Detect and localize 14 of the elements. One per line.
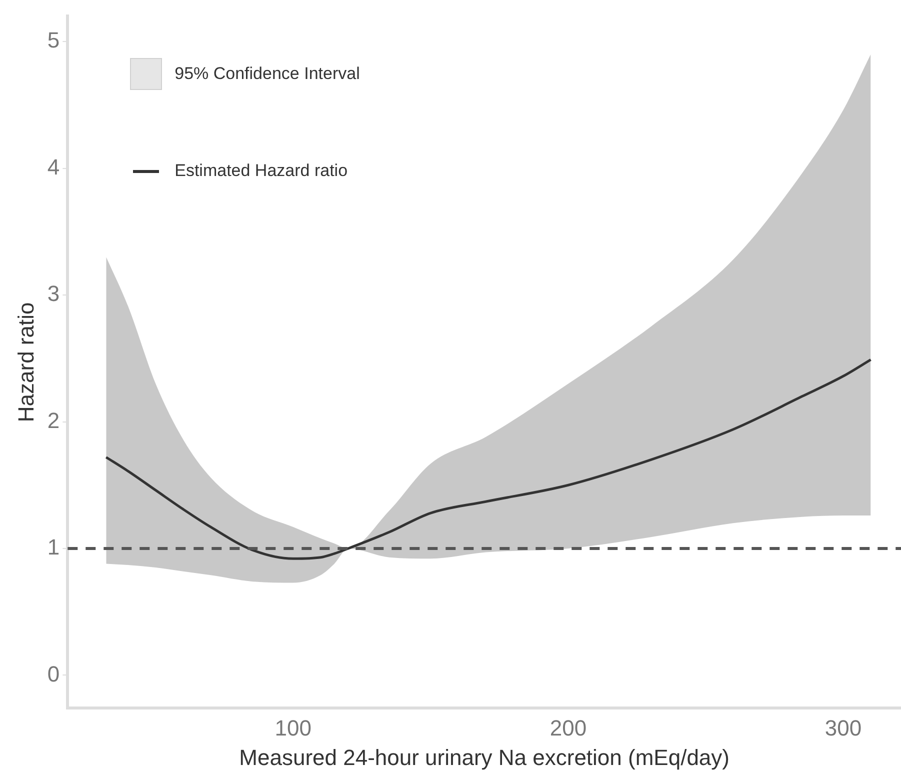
y-tick-label: 3	[47, 281, 60, 306]
y-tick-label: 0	[47, 661, 60, 686]
x-axis-title: Measured 24-hour urinary Na excretion (mEq/day)	[239, 744, 730, 770]
annotation: 95% Confidence Interval	[174, 64, 360, 84]
y-tick-label: 1	[47, 534, 60, 560]
line-series	[104, 358, 872, 560]
y-tick-label: 5	[47, 28, 60, 53]
x-tick-label: 100	[274, 715, 312, 740]
x-tick-label: 200	[550, 715, 587, 740]
y-tick-label: 2	[47, 408, 60, 433]
y-axis-title: Hazard ratio	[13, 302, 38, 422]
y-tick-label: 4	[47, 154, 60, 180]
legend-label: Estimated Hazard ratio	[174, 161, 348, 182]
x-tick-label: 300	[824, 715, 862, 740]
